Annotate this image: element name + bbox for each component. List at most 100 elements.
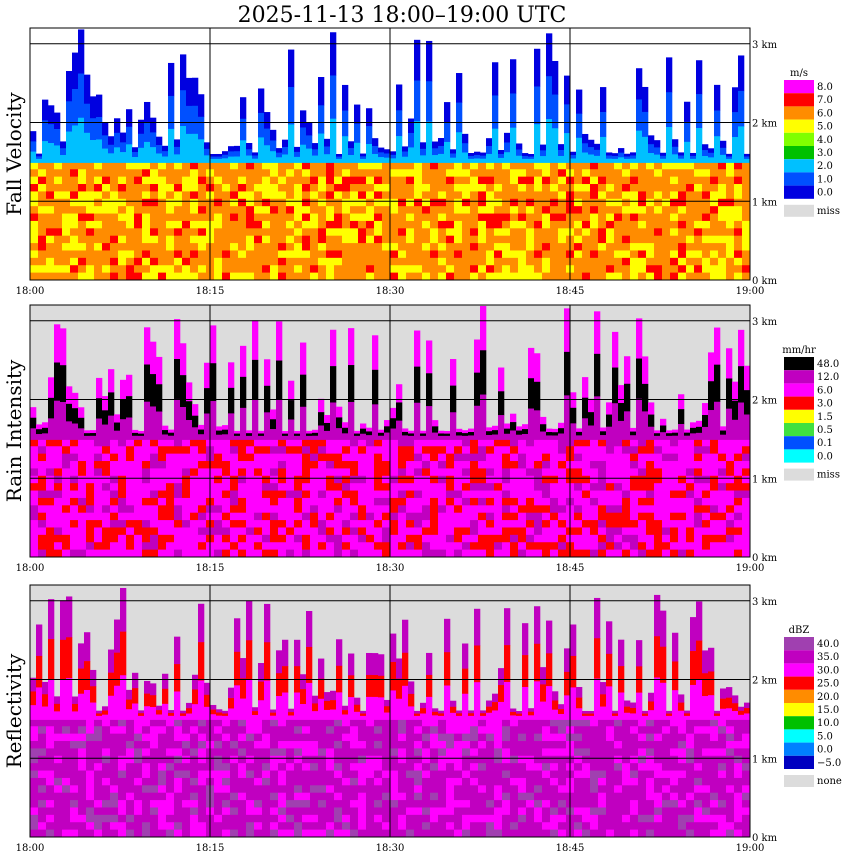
echo-column-segment	[396, 136, 403, 163]
data-cell	[294, 800, 303, 808]
data-cell	[118, 446, 127, 455]
data-cell	[606, 814, 615, 823]
data-cell	[414, 733, 423, 742]
height-tick-label: 2 km	[752, 396, 778, 407]
data-cell	[70, 534, 79, 543]
data-cell	[262, 191, 271, 200]
data-cell	[246, 184, 255, 192]
data-cell	[238, 483, 247, 491]
data-cell	[470, 220, 479, 229]
data-cell	[534, 257, 543, 266]
echo-column-segment	[516, 426, 523, 431]
data-cell	[38, 527, 47, 536]
data-cell	[694, 198, 703, 207]
data-cell	[550, 235, 559, 244]
data-cell	[286, 468, 295, 477]
data-cell	[598, 446, 607, 455]
data-cell	[30, 461, 39, 469]
data-cell	[182, 176, 191, 185]
echo-column-segment	[546, 33, 553, 77]
data-cell	[630, 726, 639, 735]
data-cell	[654, 512, 663, 521]
data-cell	[558, 438, 567, 447]
data-cell	[262, 184, 271, 192]
data-cell	[366, 770, 375, 779]
data-cell	[526, 453, 535, 462]
data-cell	[238, 726, 247, 735]
data-cell	[574, 475, 583, 484]
echo-column-segment	[576, 89, 583, 114]
data-cell	[558, 814, 567, 823]
data-cell	[350, 191, 359, 200]
data-cell	[398, 243, 407, 251]
data-cell	[622, 755, 631, 764]
echo-column-segment	[378, 429, 385, 434]
data-cell	[470, 265, 479, 274]
data-cell	[174, 726, 183, 735]
data-cell	[582, 512, 591, 521]
data-cell	[46, 807, 55, 816]
data-cell	[190, 228, 199, 237]
data-cell	[654, 520, 663, 528]
legend-unit: m/s	[790, 68, 808, 79]
data-cell	[718, 176, 727, 185]
legend-level-label: 1.0	[817, 174, 833, 185]
data-cell	[406, 726, 415, 735]
data-cell	[246, 777, 255, 786]
data-cell	[334, 265, 343, 274]
data-cell	[550, 213, 559, 222]
echo-column-segment	[384, 153, 391, 158]
data-cell	[510, 741, 519, 749]
data-cell	[582, 807, 591, 816]
data-cell	[358, 272, 367, 281]
data-cell	[358, 726, 367, 735]
data-cell	[406, 527, 415, 536]
data-cell	[358, 549, 367, 558]
data-cell	[686, 220, 695, 229]
data-cell	[510, 176, 519, 185]
data-cell	[718, 265, 727, 274]
data-cell	[334, 191, 343, 200]
data-cell	[414, 461, 423, 469]
data-cell	[198, 475, 207, 484]
data-cell	[454, 763, 463, 771]
data-cell	[406, 243, 415, 251]
data-cell	[662, 235, 671, 244]
data-cell	[638, 169, 647, 178]
data-cell	[662, 542, 671, 551]
data-cell	[726, 265, 735, 274]
data-cell	[238, 718, 247, 727]
data-cell	[526, 792, 535, 801]
data-cell	[174, 191, 183, 200]
echo-column-segment	[600, 136, 607, 163]
data-cell	[542, 549, 551, 558]
data-cell	[438, 228, 447, 237]
data-cell	[718, 534, 727, 543]
data-cell	[366, 777, 375, 786]
data-cell	[694, 542, 703, 551]
data-cell	[158, 490, 167, 499]
data-cell	[342, 438, 351, 447]
echo-column-segment	[240, 345, 247, 378]
data-cell	[662, 527, 671, 536]
data-cell	[318, 741, 327, 749]
data-cell	[214, 733, 223, 742]
data-cell	[638, 490, 647, 499]
data-cell	[702, 527, 711, 536]
data-cell	[326, 512, 335, 521]
data-cell	[622, 829, 631, 838]
data-cell	[246, 235, 255, 244]
data-cell	[622, 497, 631, 506]
data-cell	[214, 213, 223, 222]
echo-column-segment	[294, 146, 301, 153]
panel-title: Fall Velocity	[2, 92, 26, 216]
data-cell	[422, 741, 431, 749]
data-cell	[334, 770, 343, 779]
data-cell	[390, 800, 399, 808]
legend-swatch	[784, 119, 814, 133]
data-cell	[454, 733, 463, 742]
data-cell	[294, 228, 303, 237]
legend-swatch	[784, 172, 814, 186]
data-cell	[486, 497, 495, 506]
data-cell	[142, 512, 151, 521]
